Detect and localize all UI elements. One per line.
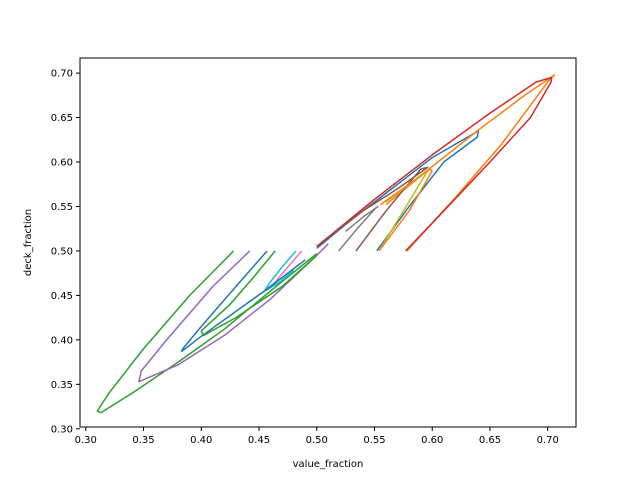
series-line-3 (96, 250, 318, 414)
series-line-11 (180, 250, 306, 353)
y-tick-label: 0.40 (51, 335, 73, 346)
series-line-4 (316, 76, 552, 252)
series-line-2 (385, 74, 556, 252)
x-tick-label: 0.60 (421, 435, 443, 446)
series-line-12 (378, 168, 433, 252)
series-line-13 (200, 250, 318, 337)
x-tick-label: 0.70 (537, 435, 559, 446)
series-line-10 (264, 250, 297, 292)
y-tick-label: 0.50 (51, 246, 73, 257)
x-tick-label: 0.35 (132, 435, 154, 446)
y-tick-label: 0.70 (51, 69, 73, 80)
x-axis-label: value_fraction (293, 459, 364, 470)
y-axis-ticks: 0.30 0.35 0.40 0.45 0.50 0.55 0.60 0.65 0.70 (51, 69, 80, 435)
x-tick-label: 0.50 (306, 435, 328, 446)
series-line-5 (138, 243, 329, 383)
series-line-8 (338, 205, 379, 252)
y-tick-label: 0.65 (51, 113, 73, 124)
y-tick-label: 0.55 (51, 202, 73, 213)
y-tick-label: 0.60 (51, 158, 73, 169)
x-axis-ticks: 0.30 0.35 0.40 0.45 0.50 0.55 0.60 0.65 0.70 (75, 427, 559, 446)
plot-frame (79, 57, 577, 428)
y-tick-label: 0.45 (51, 291, 73, 302)
series-line-6 (327, 166, 429, 252)
y-tick-label: 0.35 (51, 380, 73, 391)
series-layer (96, 74, 556, 414)
x-tick-label: 0.55 (363, 435, 385, 446)
x-tick-label: 0.45 (248, 435, 270, 446)
y-axis-label: deck_fraction (23, 209, 34, 276)
x-tick-label: 0.65 (479, 435, 501, 446)
y-tick-label: 0.30 (51, 424, 73, 435)
x-tick-label: 0.40 (190, 435, 212, 446)
x-tick-label: 0.30 (75, 435, 97, 446)
